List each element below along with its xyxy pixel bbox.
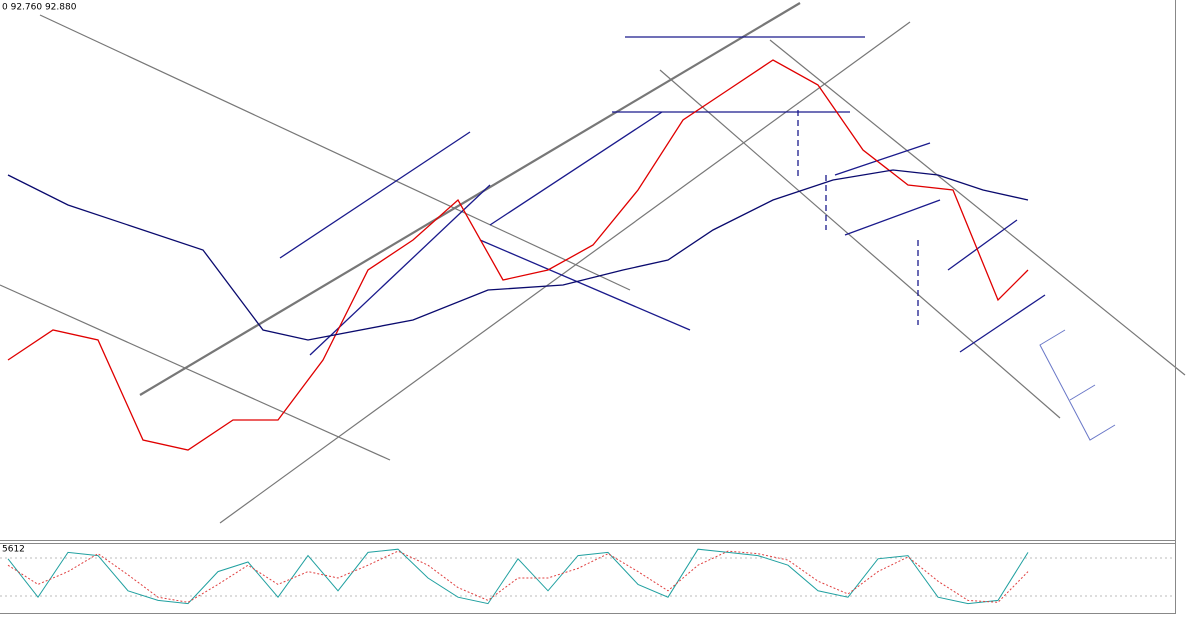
channel-line bbox=[947, 219, 1018, 271]
indicator-label: 5612 bbox=[2, 545, 25, 555]
stochastic-line bbox=[7, 548, 1029, 605]
moving-average bbox=[7, 59, 1029, 451]
moving-averages bbox=[7, 59, 1029, 451]
channel-line bbox=[834, 142, 931, 176]
trendlines bbox=[0, 2, 1186, 524]
channel-line bbox=[479, 239, 691, 331]
moving-average bbox=[7, 169, 1029, 341]
stochastic-line bbox=[7, 550, 1029, 603]
header: 0 92.760 92.880 bbox=[2, 3, 77, 13]
stochastic bbox=[7, 548, 1029, 605]
trendline bbox=[769, 39, 1186, 376]
projection bbox=[1039, 329, 1116, 441]
channel-line bbox=[959, 294, 1046, 353]
trendline bbox=[139, 2, 801, 396]
channel-line bbox=[279, 131, 471, 259]
trendline bbox=[0, 284, 391, 461]
trendline bbox=[39, 14, 631, 291]
channel-line bbox=[844, 199, 941, 236]
trendline bbox=[219, 21, 911, 524]
channel-line bbox=[489, 111, 663, 226]
trendline bbox=[659, 69, 1061, 419]
projection bbox=[1069, 384, 1096, 401]
